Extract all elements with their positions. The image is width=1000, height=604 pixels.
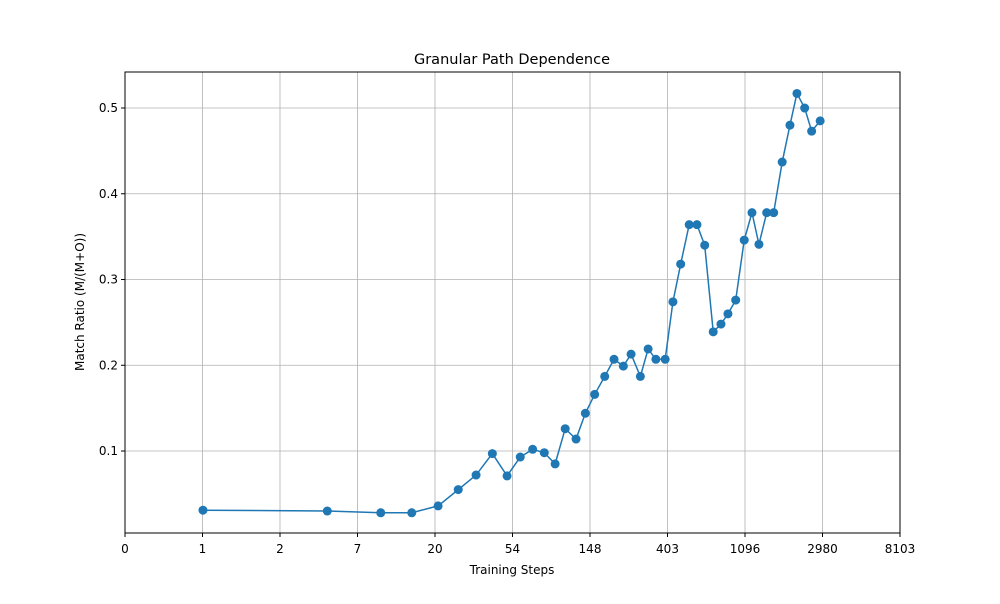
x-tick-label: 7: [354, 542, 362, 556]
point: [684, 220, 694, 230]
point: [580, 408, 590, 418]
x-tick-label: 2: [276, 542, 284, 556]
point: [643, 344, 653, 354]
point: [571, 434, 581, 444]
point: [723, 309, 733, 319]
point: [660, 354, 670, 364]
point: [198, 505, 208, 515]
point: [528, 444, 538, 454]
point: [777, 157, 787, 167]
point: [626, 349, 636, 359]
point: [502, 471, 512, 481]
point: [668, 297, 678, 307]
point: [635, 371, 645, 381]
point: [692, 220, 702, 230]
point: [322, 506, 332, 516]
point: [815, 116, 825, 126]
y-tick-label: 0.4: [99, 187, 118, 201]
point: [800, 103, 810, 113]
point: [600, 371, 610, 381]
point: [550, 459, 560, 469]
x-tick-label: 403: [656, 542, 679, 556]
point: [769, 208, 779, 218]
point: [651, 354, 661, 364]
x-tick-label: 148: [579, 542, 602, 556]
point: [700, 240, 710, 250]
y-tick-label: 0.2: [99, 358, 118, 372]
y-tick-label: 0.1: [99, 444, 118, 458]
point: [618, 361, 628, 371]
plot-frame: [124, 71, 901, 534]
point: [376, 508, 386, 518]
point: [807, 126, 817, 136]
x-axis-label: Training Steps: [469, 563, 555, 577]
point: [731, 295, 741, 305]
point: [792, 88, 802, 98]
point: [433, 501, 443, 511]
chart-title: Granular Path Dependence: [414, 52, 610, 68]
point: [785, 120, 795, 130]
x-tick-label: 8103: [885, 542, 916, 556]
y-tick-label: 0.3: [99, 273, 118, 287]
y-tick-label: 0.5: [99, 101, 118, 115]
point: [716, 319, 726, 329]
point: [560, 424, 570, 434]
point: [762, 208, 772, 218]
point: [539, 448, 549, 458]
x-tick-label: 54: [505, 542, 520, 556]
x-tick-label: 1: [199, 542, 207, 556]
point: [453, 485, 463, 495]
point: [407, 508, 417, 518]
point: [754, 239, 764, 249]
point: [708, 327, 718, 337]
point: [747, 208, 757, 218]
point: [515, 452, 525, 462]
line: [202, 91, 821, 514]
point: [590, 389, 600, 399]
x-tick-label: 1096: [730, 542, 761, 556]
point: [609, 354, 619, 364]
point: [676, 259, 686, 269]
x-tick-label: 2980: [807, 542, 838, 556]
y-axis-label: Match Ratio (M/(M+O)): [73, 233, 87, 371]
x-tick-label: 0: [121, 542, 129, 556]
point: [487, 449, 497, 459]
point: [471, 470, 481, 480]
point: [739, 235, 749, 245]
x-tick-label: 20: [427, 542, 442, 556]
